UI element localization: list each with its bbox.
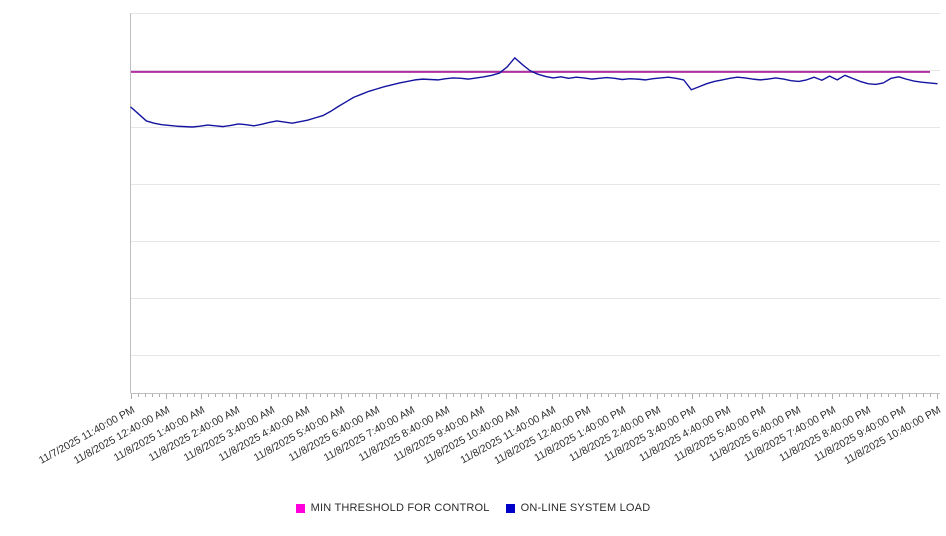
chart-legend: MIN THRESHOLD FOR CONTROL ON-LINE SYSTEM… (0, 498, 946, 518)
x-axis-labels: 11/7/2025 11:40:00 PM 11/8/2025 12:40:00 … (0, 398, 946, 494)
legend-swatch-min-threshold-for-control (295, 503, 305, 513)
legend-label-min-threshold-for-control: MIN THRESHOLD FOR CONTROL (310, 502, 490, 514)
gridlines (131, 13, 940, 356)
legend-item-min-threshold-for-control[interactable]: MIN THRESHOLD FOR CONTROL (295, 502, 490, 514)
load-line (130, 57, 938, 128)
legend-label-on-line-system-load: ON-LINE SYSTEM LOAD (520, 502, 651, 514)
legend-swatch-on-line-system-load (505, 503, 515, 513)
chart-axes (130, 13, 940, 394)
x-axis-tick-marks (131, 394, 938, 399)
legend-item-on-line-system-load[interactable]: ON-LINE SYSTEM LOAD (505, 502, 651, 514)
